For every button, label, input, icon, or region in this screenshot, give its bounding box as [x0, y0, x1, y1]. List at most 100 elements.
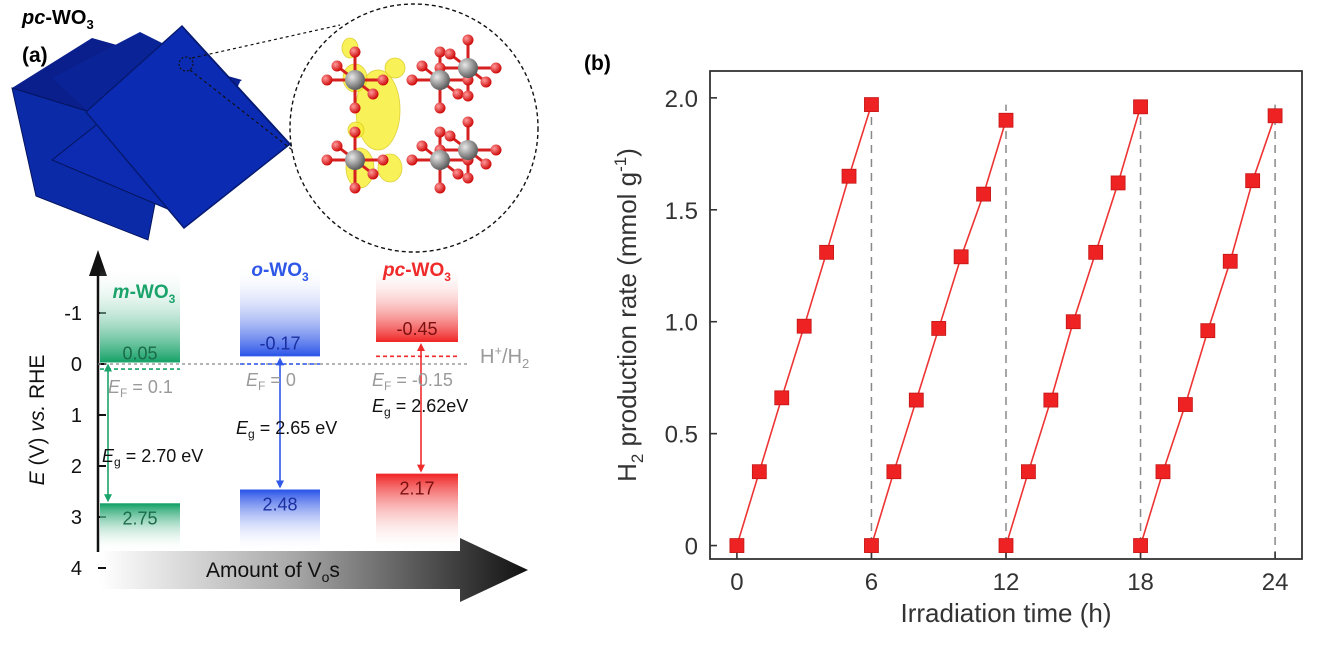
oxygen-atom [462, 34, 474, 46]
oxygen-atom [406, 74, 418, 86]
oxygen-atom [444, 48, 456, 60]
tungsten-atom [430, 70, 450, 90]
zoom-origin-circle [178, 56, 194, 72]
panel-b: (b) 0 6 12 18 24 0 0.5 1.0 1.5 2.0 Irradiation tim… [584, 52, 1303, 628]
band-gap-label: Eg = 2.62eV [372, 396, 468, 419]
oxygen-atom [406, 154, 418, 166]
panel-a-title: pc-WO3 [21, 7, 94, 32]
tungsten-atom [458, 140, 478, 160]
valence-band-value: 2.48 [262, 494, 297, 514]
oxygen-atom [444, 130, 456, 142]
valence-band-block [240, 490, 320, 552]
energy-axis-tick-label: -1 [64, 303, 82, 325]
vo-arrow-label: Amount of Vos [206, 559, 340, 585]
energy-axis-tick-label: 4 [71, 558, 82, 580]
fermi-level-label: EF = 0.1 [108, 377, 173, 400]
series-4-point [1245, 173, 1261, 189]
conduction-band-block [100, 266, 180, 362]
oxygen-atom [416, 60, 428, 72]
conduction-band-block [376, 266, 458, 342]
series-3-point [998, 538, 1014, 553]
tungsten-atom [345, 70, 365, 90]
valence-band-block [376, 474, 458, 552]
h2-production-chart: 0 6 12 18 24 0 0.5 1.0 1.5 2.0 Irradiation time (h… [611, 70, 1303, 628]
band-gap-arrowhead-top [417, 343, 425, 352]
x-tick-label: 12 [993, 569, 1020, 596]
series-2-point [886, 464, 902, 480]
x-tick-label: 18 [1127, 569, 1154, 596]
x-axis-label: Irradiation time (h) [901, 598, 1112, 628]
panel-a: pc-WO3 (a) Amount of Vos -1 0 1 2 3 4 E (V) vs.… [11, 3, 539, 602]
y-tick-label: 0 [685, 534, 698, 561]
y-axis-label: H2 production rate (mmol g-1) [611, 148, 647, 482]
oxygen-atom [434, 126, 446, 138]
oxygen-atom [367, 168, 379, 180]
oxygen-atom [349, 46, 361, 58]
oxygen-atom [331, 140, 343, 152]
panel-b-label: (b) [584, 52, 611, 75]
band-gap-arrowhead-bottom [104, 494, 112, 503]
material-name-label: pc-WO3 [382, 260, 451, 284]
vo-amount-arrow [100, 538, 528, 602]
tungsten-atom [345, 150, 365, 170]
material-name-label: o-WO3 [251, 260, 309, 284]
nanosheets-illustration [11, 24, 341, 241]
valence-band-value: 2.75 [122, 508, 157, 528]
oxygen-atom [434, 182, 446, 194]
series-3-point [1088, 244, 1104, 260]
energy-axis-tick-label: 2 [71, 456, 82, 478]
conduction-band-value: -0.45 [396, 319, 437, 339]
tungsten-atom [458, 58, 478, 78]
oxygen-atom [452, 168, 464, 180]
series-2-point [908, 392, 924, 408]
conduction-band-value: -0.17 [259, 333, 300, 353]
oxygen-atom [490, 144, 502, 156]
band-gap-label: Eg = 2.65 eV [236, 418, 337, 441]
series-2-point [931, 321, 947, 336]
x-tick-label: 24 [1262, 569, 1289, 596]
series-1-point [729, 538, 745, 553]
series-3-point [1043, 392, 1059, 408]
energy-band-diagram: Amount of Vos -1 0 1 2 3 4 E (V) vs. RHE H+/H2 m-… [26, 250, 529, 602]
series-4-point [1155, 464, 1171, 480]
oxygen-atom [321, 154, 333, 166]
oxygen-atom [490, 62, 502, 74]
valence-band-value: 2.17 [399, 479, 434, 499]
y-tick-label: 2.0 [665, 86, 698, 113]
series-1-point [864, 97, 879, 112]
fermi-level-label: EF = -0.15 [372, 370, 453, 393]
series-3-point [1065, 314, 1081, 330]
series-4-point [1222, 253, 1238, 269]
energy-axis-tick-label: 0 [71, 354, 82, 376]
series-2-point [976, 186, 991, 202]
oxygen-atom [480, 158, 492, 170]
series-3-point [1021, 464, 1036, 480]
band-gap-arrowhead-bottom [417, 464, 425, 473]
tungsten-atom [430, 150, 450, 170]
oxygen-atom [434, 46, 446, 58]
y-tick-label: 1.0 [665, 310, 698, 337]
y-tick-label: 1.5 [665, 198, 698, 225]
crystal-structure-zoom [289, 3, 539, 253]
y-tick-label: 0.5 [665, 422, 698, 449]
oxygen-atom [377, 74, 389, 86]
series-2-point [998, 112, 1014, 128]
oxygen-atom [349, 126, 361, 138]
series-3-point [1110, 175, 1126, 191]
series-1-point [751, 464, 767, 480]
x-tick-label: 0 [730, 569, 743, 596]
series-1-point [819, 244, 835, 260]
oxygen-atom [462, 116, 474, 128]
fermi-level-label: EF = 0 [246, 370, 296, 393]
series-1-point [774, 390, 790, 406]
oxygen-atom [377, 154, 389, 166]
energy-axis-tick-label: 3 [71, 507, 82, 529]
valence-band-block [100, 504, 180, 552]
oxygen-atom [462, 172, 474, 184]
conduction-band-block [240, 266, 320, 356]
oxygen-atom [434, 102, 446, 114]
series-4-point [1133, 538, 1148, 553]
conduction-band-value: 0.05 [122, 343, 157, 363]
x-tick-label: 6 [865, 569, 878, 596]
